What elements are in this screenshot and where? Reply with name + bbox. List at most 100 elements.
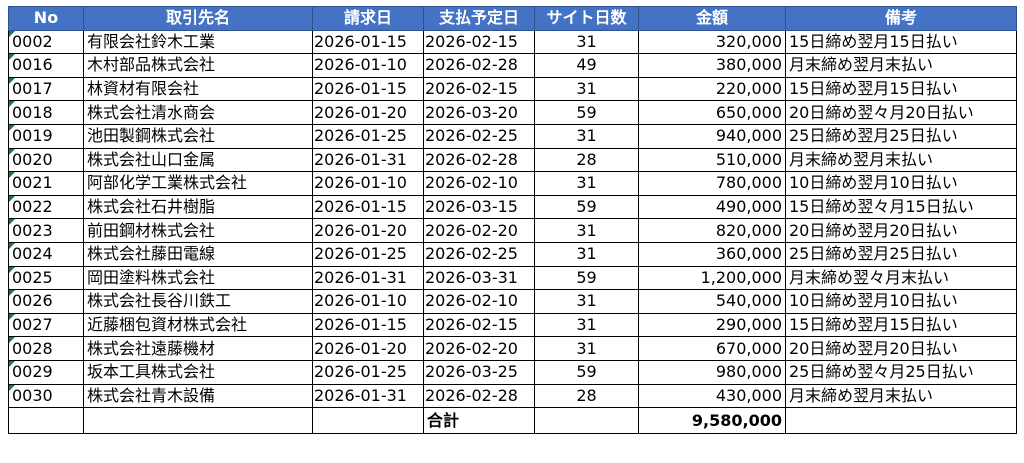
- cell-no[interactable]: 0028: [8, 336, 84, 361]
- cell-invoice-date[interactable]: 2026-01-10: [312, 171, 424, 196]
- cell-remarks[interactable]: 月末締め翌月末払い: [785, 383, 1017, 409]
- cell-site-days[interactable]: 31: [534, 29, 639, 55]
- total-empty-cell[interactable]: [8, 407, 84, 435]
- cell-no[interactable]: 0030: [8, 383, 84, 409]
- header-invoice-date[interactable]: 請求日: [312, 6, 424, 31]
- cell-remarks[interactable]: 月末締め翌々月末払い: [785, 265, 1017, 291]
- cell-invoice-date[interactable]: 2026-01-10: [312, 53, 424, 78]
- cell-supplier[interactable]: 近藤梱包資材株式会社: [83, 312, 313, 338]
- cell-no[interactable]: 0027: [8, 312, 84, 338]
- cell-no[interactable]: 0023: [8, 218, 84, 243]
- cell-invoice-date[interactable]: 2026-01-15: [312, 29, 424, 55]
- cell-no[interactable]: 0018: [8, 100, 84, 125]
- cell-amount[interactable]: 980,000: [638, 359, 786, 385]
- cell-supplier[interactable]: 株式会社青木設備: [83, 383, 313, 409]
- cell-supplier[interactable]: 株式会社長谷川鉄工: [83, 289, 313, 314]
- cell-remarks[interactable]: 20日締め翌月20日払い: [785, 218, 1017, 243]
- cell-supplier[interactable]: 前田鋼材株式会社: [83, 218, 313, 243]
- cell-invoice-date[interactable]: 2026-01-10: [312, 289, 424, 314]
- cell-payment-date[interactable]: 2026-02-28: [423, 147, 535, 173]
- cell-site-days[interactable]: 59: [534, 359, 639, 385]
- cell-payment-date[interactable]: 2026-02-15: [423, 76, 535, 102]
- cell-no[interactable]: 0019: [8, 123, 84, 149]
- cell-invoice-date[interactable]: 2026-01-20: [312, 100, 424, 125]
- cell-remarks[interactable]: 15日締め翌月15日払い: [785, 29, 1017, 55]
- cell-payment-date[interactable]: 2026-02-15: [423, 29, 535, 55]
- cell-site-days[interactable]: 31: [534, 289, 639, 314]
- cell-supplier[interactable]: 林資材有限会社: [83, 76, 313, 102]
- cell-payment-date[interactable]: 2026-02-20: [423, 218, 535, 243]
- cell-no[interactable]: 0020: [8, 147, 84, 173]
- cell-site-days[interactable]: 31: [534, 123, 639, 149]
- total-label[interactable]: 合計: [423, 407, 535, 435]
- cell-remarks[interactable]: 25日締め翌月25日払い: [785, 123, 1017, 149]
- cell-remarks[interactable]: 月末締め翌月末払い: [785, 147, 1017, 173]
- cell-site-days[interactable]: 59: [534, 265, 639, 291]
- cell-remarks[interactable]: 10日締め翌月10日払い: [785, 171, 1017, 196]
- cell-no[interactable]: 0016: [8, 53, 84, 78]
- cell-no[interactable]: 0025: [8, 265, 84, 291]
- cell-site-days[interactable]: 31: [534, 312, 639, 338]
- cell-amount[interactable]: 670,000: [638, 336, 786, 361]
- cell-invoice-date[interactable]: 2026-01-25: [312, 123, 424, 149]
- total-empty-cell[interactable]: [83, 407, 313, 435]
- cell-invoice-date[interactable]: 2026-01-31: [312, 265, 424, 291]
- cell-supplier[interactable]: 株式会社藤田電線: [83, 241, 313, 267]
- cell-amount[interactable]: 1,200,000: [638, 265, 786, 291]
- header-no[interactable]: No: [8, 6, 84, 31]
- cell-amount[interactable]: 540,000: [638, 289, 786, 314]
- cell-site-days[interactable]: 31: [534, 76, 639, 102]
- total-empty-cell[interactable]: [785, 407, 1017, 435]
- cell-payment-date[interactable]: 2026-02-25: [423, 123, 535, 149]
- cell-invoice-date[interactable]: 2026-01-31: [312, 383, 424, 409]
- cell-payment-date[interactable]: 2026-02-28: [423, 383, 535, 409]
- cell-invoice-date[interactable]: 2026-01-31: [312, 147, 424, 173]
- cell-invoice-date[interactable]: 2026-01-25: [312, 241, 424, 267]
- cell-supplier[interactable]: 池田製鋼株式会社: [83, 123, 313, 149]
- total-value[interactable]: 9,580,000: [638, 407, 786, 435]
- cell-site-days[interactable]: 31: [534, 218, 639, 243]
- cell-remarks[interactable]: 15日締め翌々月15日払い: [785, 194, 1017, 220]
- cell-remarks[interactable]: 25日締め翌月25日払い: [785, 241, 1017, 267]
- cell-invoice-date[interactable]: 2026-01-20: [312, 336, 424, 361]
- cell-invoice-date[interactable]: 2026-01-15: [312, 194, 424, 220]
- cell-amount[interactable]: 650,000: [638, 100, 786, 125]
- header-supplier[interactable]: 取引先名: [83, 6, 313, 31]
- cell-amount[interactable]: 290,000: [638, 312, 786, 338]
- cell-remarks[interactable]: 15日締め翌月15日払い: [785, 76, 1017, 102]
- cell-site-days[interactable]: 49: [534, 53, 639, 78]
- header-site-days[interactable]: サイト日数: [534, 6, 639, 31]
- cell-remarks[interactable]: 10日締め翌月10日払い: [785, 289, 1017, 314]
- cell-remarks[interactable]: 25日締め翌々月25日払い: [785, 359, 1017, 385]
- cell-payment-date[interactable]: 2026-03-15: [423, 194, 535, 220]
- cell-site-days[interactable]: 31: [534, 336, 639, 361]
- header-amount[interactable]: 金額: [638, 6, 786, 31]
- cell-supplier[interactable]: 株式会社遠藤機材: [83, 336, 313, 361]
- cell-remarks[interactable]: 15日締め翌月15日払い: [785, 312, 1017, 338]
- header-remarks[interactable]: 備考: [785, 6, 1017, 31]
- cell-payment-date[interactable]: 2026-02-10: [423, 289, 535, 314]
- cell-site-days[interactable]: 28: [534, 147, 639, 173]
- cell-no[interactable]: 0029: [8, 359, 84, 385]
- cell-amount[interactable]: 380,000: [638, 53, 786, 78]
- cell-payment-date[interactable]: 2026-02-25: [423, 241, 535, 267]
- cell-supplier[interactable]: 坂本工具株式会社: [83, 359, 313, 385]
- cell-payment-date[interactable]: 2026-02-28: [423, 53, 535, 78]
- cell-remarks[interactable]: 20日締め翌月20日払い: [785, 336, 1017, 361]
- cell-invoice-date[interactable]: 2026-01-20: [312, 218, 424, 243]
- cell-payment-date[interactable]: 2026-03-31: [423, 265, 535, 291]
- cell-amount[interactable]: 940,000: [638, 123, 786, 149]
- cell-no[interactable]: 0021: [8, 171, 84, 196]
- cell-invoice-date[interactable]: 2026-01-25: [312, 359, 424, 385]
- cell-site-days[interactable]: 31: [534, 171, 639, 196]
- cell-invoice-date[interactable]: 2026-01-15: [312, 312, 424, 338]
- cell-payment-date[interactable]: 2026-02-15: [423, 312, 535, 338]
- cell-supplier[interactable]: 有限会社鈴木工業: [83, 29, 313, 55]
- cell-invoice-date[interactable]: 2026-01-15: [312, 76, 424, 102]
- cell-payment-date[interactable]: 2026-02-10: [423, 171, 535, 196]
- cell-site-days[interactable]: 59: [534, 194, 639, 220]
- cell-payment-date[interactable]: 2026-03-25: [423, 359, 535, 385]
- cell-payment-date[interactable]: 2026-02-20: [423, 336, 535, 361]
- cell-amount[interactable]: 430,000: [638, 383, 786, 409]
- cell-amount[interactable]: 320,000: [638, 29, 786, 55]
